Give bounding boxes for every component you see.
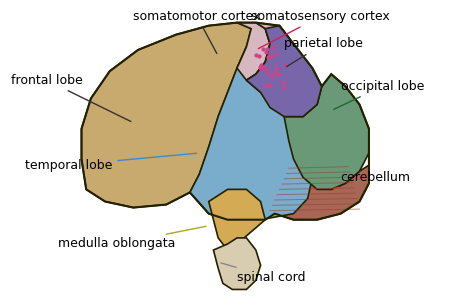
Polygon shape: [246, 26, 322, 117]
Text: occipital lobe: occipital lobe: [334, 80, 424, 109]
Text: cerebellum: cerebellum: [334, 171, 410, 189]
Polygon shape: [82, 23, 251, 207]
Text: temporal lobe: temporal lobe: [25, 153, 197, 172]
Polygon shape: [237, 23, 270, 80]
Polygon shape: [213, 238, 261, 289]
Polygon shape: [256, 147, 369, 220]
Polygon shape: [209, 189, 265, 250]
Text: parietal lobe: parietal lobe: [284, 37, 363, 67]
Text: somatosensory cortex: somatosensory cortex: [251, 10, 390, 49]
Polygon shape: [190, 47, 312, 220]
Text: medulla oblongata: medulla oblongata: [58, 226, 206, 251]
Text: spinal cord: spinal cord: [221, 263, 306, 284]
Text: frontal lobe: frontal lobe: [11, 74, 131, 121]
Polygon shape: [284, 74, 369, 189]
Polygon shape: [246, 23, 289, 92]
Text: somatomotor cortex: somatomotor cortex: [133, 10, 261, 54]
